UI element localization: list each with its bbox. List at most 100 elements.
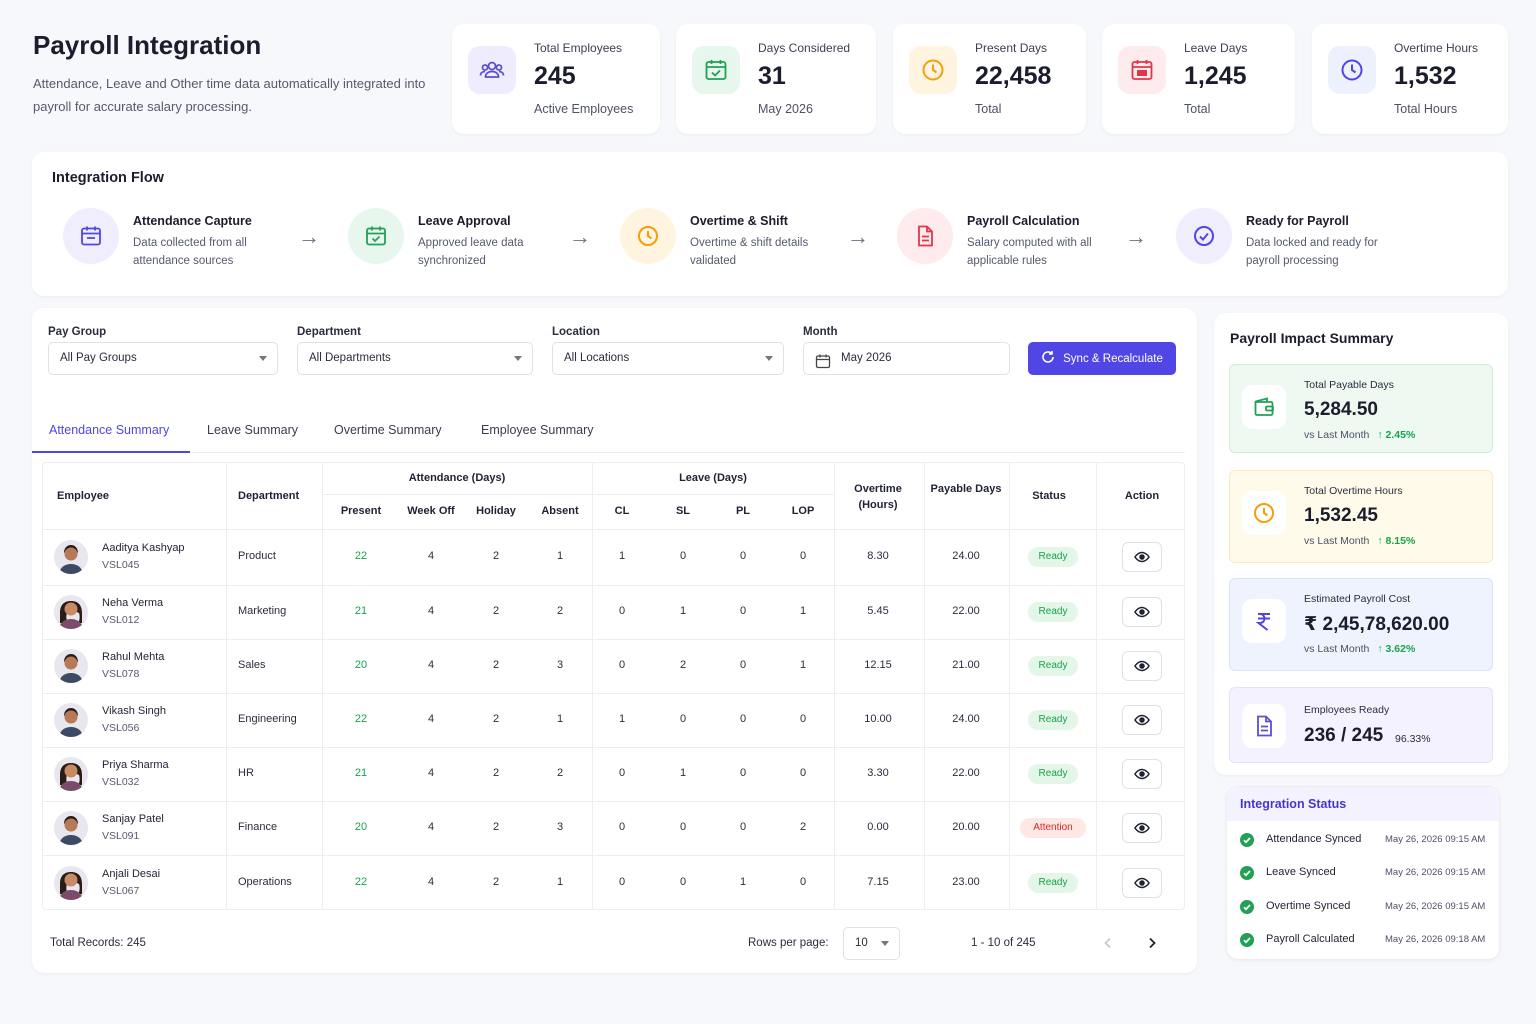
calendar-x-icon (1118, 46, 1166, 94)
tab-employee-summary[interactable]: Employee Summary (481, 423, 594, 437)
holiday-cell: 2 (492, 605, 500, 617)
employee-name[interactable]: Aaditya Kashyap (102, 542, 185, 554)
stat-label: Total Employees (534, 41, 623, 55)
department-label: Department (297, 326, 361, 338)
pay-group-value: All Pay Groups (60, 352, 137, 364)
flow-step-desc: Overtime & shift details validated (690, 237, 809, 267)
view-button[interactable] (1122, 651, 1162, 681)
tab-attendance-summary[interactable]: Attendance Summary (49, 423, 170, 437)
view-button[interactable] (1122, 597, 1162, 627)
clock-icon (1328, 46, 1376, 94)
tab-leave-summary[interactable]: Leave Summary (207, 423, 299, 437)
status-label: Leave Synced (1266, 866, 1336, 878)
weekoff-cell: 4 (427, 659, 435, 671)
stat-card-days-considered: Days Considered 31 May 2026 (676, 24, 876, 134)
check-icon (1240, 900, 1254, 914)
employee-name[interactable]: Priya Sharma (102, 759, 169, 771)
view-button[interactable] (1122, 867, 1162, 898)
arrow-right-icon: → (1125, 224, 1147, 249)
rows-per-page-select[interactable]: 10 (843, 927, 900, 960)
pay-group-label: Pay Group (48, 326, 107, 338)
stat-sub: May 2026 (758, 102, 813, 116)
location-label: Location (552, 326, 600, 338)
avatar (54, 811, 88, 845)
eye-icon (1134, 551, 1150, 563)
employee-name[interactable]: Anjali Desai (102, 867, 161, 880)
check-icon (1240, 933, 1254, 947)
department-cell: Product (238, 550, 276, 562)
view-button[interactable] (1122, 705, 1162, 735)
status-time: May 26, 2026 09:15 AM (1385, 901, 1486, 912)
sl-cell: 1 (679, 605, 687, 617)
eye-icon (1134, 768, 1150, 780)
column-divider (226, 462, 227, 910)
holiday-cell: 2 (492, 659, 500, 671)
status-label: Payroll Calculated (1266, 933, 1355, 945)
arrow-right-icon: → (569, 224, 591, 249)
previous-page-button[interactable] (1101, 936, 1115, 955)
sync-recalculate-button[interactable]: Sync & Recalculate (1028, 342, 1176, 375)
department-cell: Marketing (238, 605, 287, 617)
employee-name[interactable]: Rahul Mehta (102, 651, 165, 663)
lop-cell: 2 (799, 821, 807, 833)
lop-cell: 0 (799, 875, 807, 888)
flow-step-desc: Data locked and ready for payroll proces… (1246, 237, 1378, 267)
employee-code: VSL045 (102, 559, 140, 571)
view-button[interactable] (1122, 759, 1162, 789)
rows-per-page-value: 10 (855, 937, 868, 949)
avatar (54, 703, 88, 737)
cl-cell: 1 (618, 550, 626, 562)
column-header-lop: LOP (791, 505, 815, 517)
flow-step-title: Overtime & Shift (690, 214, 788, 228)
rupee-icon (1242, 599, 1286, 643)
arrow-right-icon: → (847, 224, 869, 249)
stat-sub: Total (1184, 102, 1211, 116)
ot-cell: 8.30 (867, 550, 889, 562)
column-group-leave: Leave (Days) (679, 472, 747, 484)
tab-overtime-summary[interactable]: Overtime Summary (334, 423, 442, 437)
payable-cell: 20.00 (952, 821, 980, 833)
calendar-check-icon (348, 208, 404, 264)
calendar-icon (815, 351, 831, 382)
status-badge: Ready (1028, 547, 1078, 567)
integration-status-header (1227, 787, 1499, 821)
column-group-attendance: Attendance (Days) (408, 472, 506, 484)
column-header-action: Action (1124, 490, 1160, 502)
row-divider (42, 855, 1185, 856)
payable-cell: 24.00 (952, 550, 980, 562)
flow-step-title: Leave Approval (418, 214, 511, 228)
impact-value: ₹ 2,45,78,620.00 (1304, 614, 1450, 635)
view-button[interactable] (1122, 542, 1162, 572)
column-header-payable-days: Payable Days (930, 483, 1002, 495)
refresh-icon (1041, 350, 1055, 367)
absent-cell: 3 (556, 659, 564, 671)
location-select[interactable]: All Locations (552, 342, 784, 375)
department-cell: HR (238, 767, 254, 779)
month-picker[interactable]: May 2026 (803, 342, 1010, 375)
impact-label: Total Payable Days (1304, 379, 1394, 391)
next-page-button[interactable] (1145, 936, 1159, 955)
impact-employees-ready: Employees Ready 236 / 245 96.33% (1229, 687, 1493, 763)
ready-percent: 96.33% (1395, 733, 1431, 745)
integration-flow-title: Integration Flow (52, 170, 164, 186)
sl-cell: 1 (679, 767, 687, 779)
pay-group-select[interactable]: All Pay Groups (48, 342, 278, 375)
column-divider (1096, 462, 1097, 910)
payable-cell: 21.00 (952, 659, 980, 671)
column-divider (834, 462, 835, 910)
payable-cell: 22.00 (952, 767, 980, 779)
column-header-pl: PL (735, 505, 751, 517)
employee-name[interactable]: Neha Verma (102, 597, 164, 609)
view-button[interactable] (1122, 813, 1162, 843)
department-select[interactable]: All Departments (297, 342, 533, 375)
cl-cell: 0 (618, 875, 626, 888)
status-badge: Ready (1028, 764, 1078, 784)
column-header-cl: CL (614, 505, 630, 517)
employee-name[interactable]: Vikash Singh (102, 705, 167, 717)
employee-name[interactable]: Sanjay Patel (102, 813, 164, 825)
lop-cell: 1 (799, 659, 807, 671)
payable-cell: 22.00 (952, 605, 980, 617)
status-badge: Ready (1028, 602, 1078, 622)
calendar-icon (63, 208, 119, 264)
weekoff-cell: 4 (427, 875, 435, 888)
